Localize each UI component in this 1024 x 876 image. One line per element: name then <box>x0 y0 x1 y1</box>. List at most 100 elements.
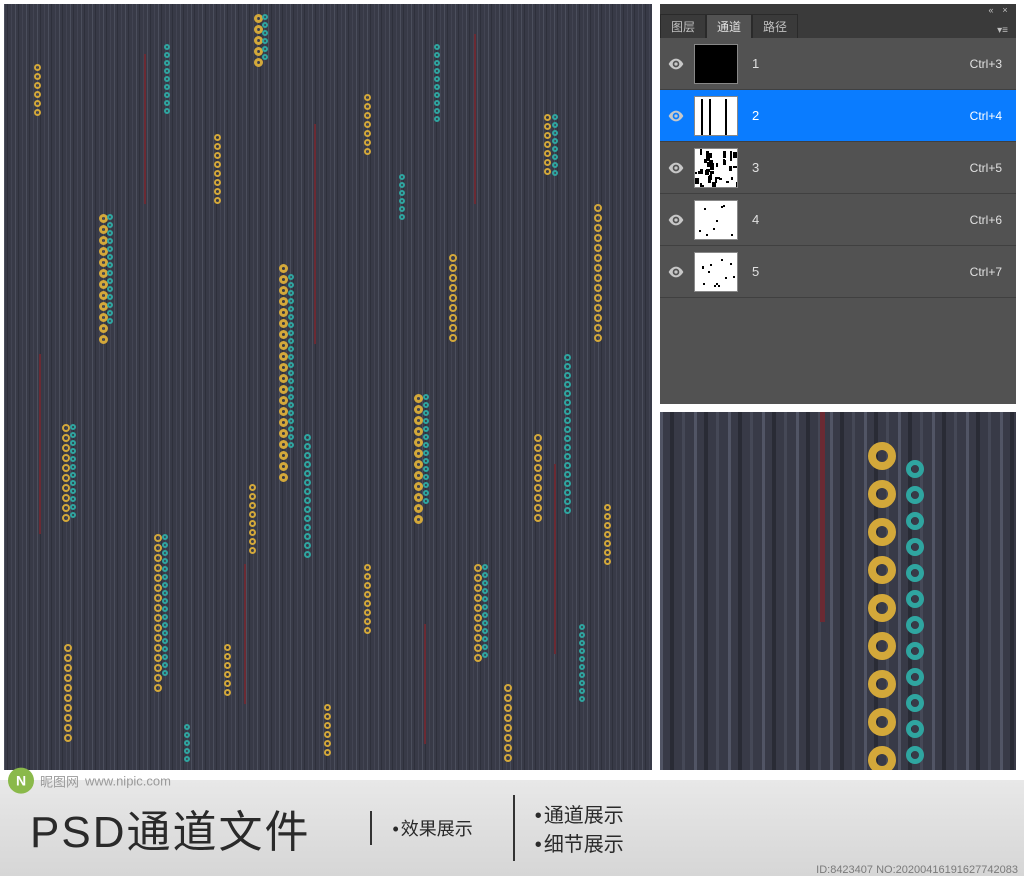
accent-red-line <box>244 564 246 704</box>
texture-ring <box>162 622 168 628</box>
texture-ring <box>482 604 488 610</box>
texture-ring <box>449 314 457 322</box>
texture-ring <box>107 254 113 260</box>
texture-ring <box>184 748 190 754</box>
channel-row[interactable]: 3Ctrl+5 <box>660 142 1016 194</box>
panel-collapse-icon[interactable]: « <box>984 5 998 15</box>
texture-ring <box>164 52 170 58</box>
texture-ring <box>423 434 429 440</box>
texture-ring <box>544 123 551 130</box>
texture-ring <box>162 670 168 676</box>
visibility-eye-icon[interactable] <box>666 55 686 73</box>
texture-ring <box>399 206 405 212</box>
texture-ring <box>868 556 896 584</box>
tab-channels[interactable]: 通道 <box>706 14 752 38</box>
texture-ring <box>304 524 311 531</box>
texture-ring <box>254 58 263 67</box>
texture-ring <box>474 564 482 572</box>
channel-thumbnail[interactable] <box>694 200 738 240</box>
texture-ring <box>594 304 602 312</box>
tab-layers[interactable]: 图层 <box>660 14 706 38</box>
channel-thumbnail[interactable] <box>694 96 738 136</box>
texture-ring <box>107 294 113 300</box>
visibility-eye-icon[interactable] <box>666 107 686 125</box>
texture-ring <box>423 474 429 480</box>
channel-label: 5 <box>752 264 759 279</box>
channel-thumbnail[interactable] <box>694 252 738 292</box>
texture-ring <box>249 538 256 545</box>
texture-ring <box>534 504 542 512</box>
texture-ring <box>364 591 371 598</box>
main-texture-preview <box>4 4 652 770</box>
channel-row[interactable]: 2Ctrl+4 <box>660 90 1016 142</box>
channel-row[interactable]: 5Ctrl+7 <box>660 246 1016 298</box>
texture-ring <box>423 402 429 408</box>
texture-ring <box>214 161 221 168</box>
channel-list: 1Ctrl+32Ctrl+43Ctrl+54Ctrl+65Ctrl+7 <box>660 38 1016 298</box>
texture-ring <box>423 498 429 504</box>
texture-ring <box>107 262 113 268</box>
texture-ring <box>423 490 429 496</box>
visibility-eye-icon[interactable] <box>666 211 686 229</box>
texture-ring <box>214 143 221 150</box>
texture-ring <box>423 466 429 472</box>
texture-ring <box>504 724 512 732</box>
texture-ring <box>224 653 231 660</box>
texture-ring <box>154 544 162 552</box>
texture-ring <box>868 594 896 622</box>
texture-ring <box>279 451 288 460</box>
texture-ring <box>304 434 311 441</box>
texture-ring <box>552 114 558 120</box>
texture-ring <box>288 338 294 344</box>
texture-ring <box>304 515 311 522</box>
texture-ring <box>288 306 294 312</box>
texture-ring <box>107 302 113 308</box>
channel-row[interactable]: 1Ctrl+3 <box>660 38 1016 90</box>
visibility-eye-icon[interactable] <box>666 263 686 281</box>
visibility-eye-icon[interactable] <box>666 159 686 177</box>
channel-thumbnail[interactable] <box>694 148 738 188</box>
texture-ring <box>579 680 585 686</box>
watermark-site-url: www.nipic.com <box>85 773 171 788</box>
texture-ring <box>544 132 551 139</box>
texture-ring <box>214 170 221 177</box>
panel-menu-icon[interactable]: ▾≡ <box>993 23 1012 38</box>
texture-ring <box>552 154 558 160</box>
texture-ring <box>64 694 72 702</box>
texture-ring <box>107 270 113 276</box>
channel-row[interactable]: 4Ctrl+6 <box>660 194 1016 246</box>
texture-ring <box>162 646 168 652</box>
channel-thumbnail[interactable] <box>694 44 738 84</box>
tab-paths[interactable]: 路径 <box>752 14 798 38</box>
texture-ring <box>868 708 896 736</box>
texture-ring <box>184 740 190 746</box>
texture-ring <box>154 634 162 642</box>
texture-ring <box>64 674 72 682</box>
texture-ring <box>288 410 294 416</box>
texture-ring <box>279 462 288 471</box>
panel-close-icon[interactable]: × <box>998 5 1012 15</box>
texture-ring <box>154 684 162 692</box>
texture-ring <box>107 310 113 316</box>
texture-ring <box>262 30 268 36</box>
texture-ring <box>534 484 542 492</box>
texture-ring <box>262 14 268 20</box>
texture-ring <box>906 694 924 712</box>
texture-ring <box>162 630 168 636</box>
texture-ring <box>906 512 924 530</box>
texture-ring <box>162 542 168 548</box>
watermark-site-cn: 昵图网 <box>40 771 79 790</box>
texture-ring <box>184 732 190 738</box>
texture-ring <box>579 656 585 662</box>
accent-red-line <box>474 34 476 204</box>
texture-ring <box>906 642 924 660</box>
bottom-col-detail: 通道展示 细节展示 <box>513 795 644 861</box>
channel-label: 4 <box>752 212 759 227</box>
texture-ring <box>162 590 168 596</box>
texture-ring <box>474 624 482 632</box>
texture-ring <box>304 479 311 486</box>
texture-ring <box>164 60 170 66</box>
texture-ring <box>34 100 41 107</box>
texture-ring <box>304 551 311 558</box>
texture-ring <box>364 564 371 571</box>
